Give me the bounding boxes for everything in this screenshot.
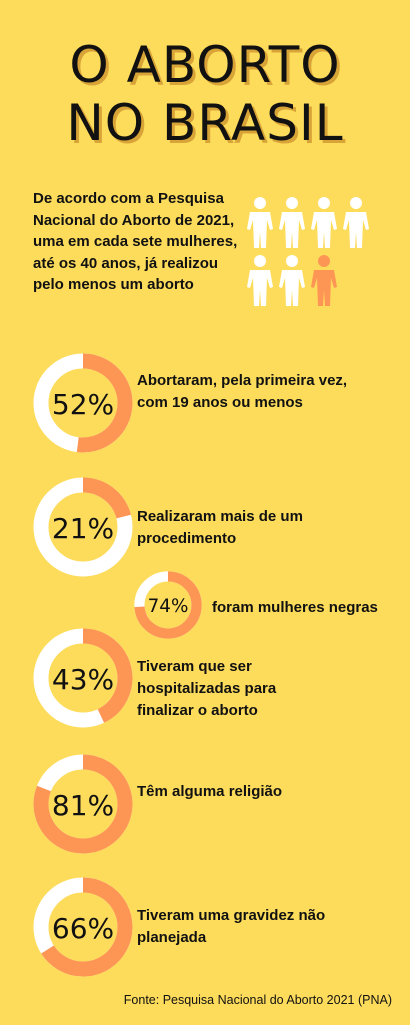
stat-6-text: Tiveram uma gravidez não planejada xyxy=(137,907,326,946)
ring-arc-stat-3 xyxy=(134,571,202,639)
stat-5-percent: 81% xyxy=(52,789,114,822)
ring-chart-stat-1: 52% xyxy=(33,353,133,453)
intro-text: De acordo com a Pesquisa Nacional do Abo… xyxy=(33,190,238,293)
stat-4-percent: 43% xyxy=(52,663,114,696)
ring-chart-stat-4: 43% xyxy=(33,628,133,728)
stat-1-text: Abortaram, pela primeira vez, com 19 ano… xyxy=(137,372,348,411)
woman-icon xyxy=(279,197,305,248)
stat-4-text: Tiveram que ser hospitalizadas para fina… xyxy=(137,658,277,719)
ring-chart-stat-6: 66% xyxy=(33,877,133,977)
stat-2-text: Realizaram mais de um procedimento xyxy=(137,508,303,547)
ring-chart-stat-2: 21% xyxy=(33,477,133,577)
stat-1-percent: 52% xyxy=(52,388,114,421)
ring-arc-stat-2 xyxy=(82,477,131,519)
people-figures xyxy=(247,197,369,306)
woman-icon xyxy=(247,255,273,306)
stat-5-text: Têm alguma religião xyxy=(137,783,283,800)
ring-arc-stat-5 xyxy=(33,754,133,854)
ring-arc-stat-6 xyxy=(41,877,133,977)
stat-3-percent: 74% xyxy=(148,596,189,617)
woman-icon xyxy=(311,255,337,306)
source-note: Fonte: Pesquisa Nacional do Aborto 2021 … xyxy=(123,993,392,1007)
ring-arc-stat-4 xyxy=(82,628,133,723)
woman-icon xyxy=(343,197,369,248)
ring-arc-stat-1 xyxy=(76,353,133,453)
woman-icon xyxy=(311,197,337,248)
woman-icon xyxy=(247,197,273,248)
ring-chart-stat-3: 74% xyxy=(134,571,202,639)
stat-2-percent: 21% xyxy=(52,512,114,545)
title-line-1: O ABORTO xyxy=(69,36,341,94)
title-line-2: NO BRASIL xyxy=(66,94,344,152)
woman-icon xyxy=(279,255,305,306)
stat-3-text: foram mulheres negras xyxy=(212,599,378,616)
ring-chart-stat-5: 81% xyxy=(33,754,133,854)
stat-6-percent: 66% xyxy=(52,912,114,945)
